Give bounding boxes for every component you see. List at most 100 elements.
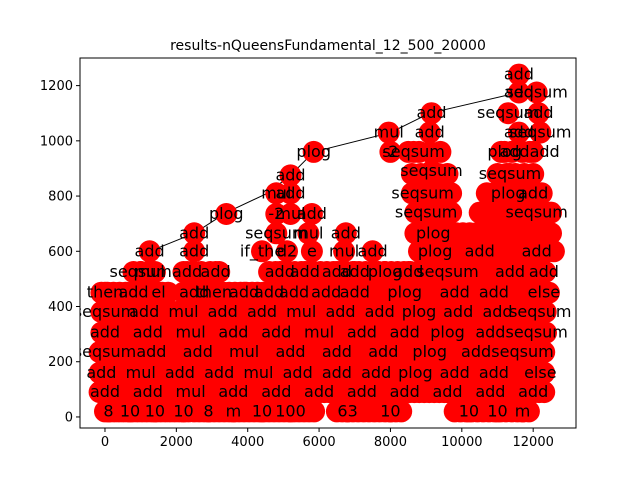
node-marker [436,381,459,404]
node-marker [122,281,145,304]
axes-frame [79,57,577,429]
node-label: seqsum [477,103,539,122]
node-marker [499,261,521,283]
node-marker [293,261,316,283]
node-marker [302,140,325,163]
node-label: add [136,342,166,361]
node-label: add [390,323,420,342]
tree-edge [149,92,537,252]
node-marker [336,400,359,423]
node-label: 100 [275,401,306,420]
node-label: add [504,65,534,84]
x-tick-label: 0 [101,435,109,450]
node-marker [215,203,238,225]
node-label: plog [398,363,433,382]
node-marker [279,164,302,187]
node-marker [429,140,452,163]
node-label: add [482,302,512,321]
node-marker [350,381,373,404]
node-marker [140,341,163,364]
node-label: add [347,323,377,342]
node-marker [258,281,281,304]
x-tick-label: 6000 [303,435,336,450]
node-marker [493,140,516,163]
node-marker [179,381,202,404]
node-marker [529,361,552,384]
node-label: mul [286,302,316,321]
node-marker [329,301,352,323]
node-label: add [475,323,505,342]
node-label: add [118,283,148,302]
node-marker [303,400,326,423]
node-marker [268,261,291,283]
y-tick-label: 800 [48,190,73,205]
node-label: mul [275,204,305,223]
node-marker [415,201,438,224]
node-label: add [475,382,505,401]
node-label: mul [176,323,206,342]
node-marker [202,281,225,304]
node-marker [247,361,270,384]
node-label: mul [329,241,359,260]
node-label: seqsum [509,123,571,142]
x-tick-label: 2000 [160,435,193,450]
node-marker [499,163,521,185]
node-marker [279,182,302,205]
y-tick-label: 400 [48,300,73,315]
node-marker [290,301,313,323]
node-marker [333,240,356,263]
node-marker [527,102,550,125]
node-marker [94,301,116,323]
node-marker [138,240,161,263]
node-marker [172,301,195,323]
node-label: plog [430,323,465,342]
node-marker [497,182,520,205]
node-label: then [87,283,123,302]
node-label: mul [126,363,156,382]
node-label: add [393,262,423,281]
node-marker [482,281,505,304]
node-label: mul [229,342,259,361]
x-tick-label: 10000 [441,435,482,450]
node-label: add [340,262,370,281]
x-tick-label: 4000 [231,435,264,450]
node-label: 8 [203,401,213,420]
node-marker [482,361,505,384]
node-marker [529,121,552,144]
node-label: add [504,83,534,102]
node-marker [325,261,348,283]
node-marker [522,381,545,404]
node-marker [532,281,555,304]
node-label: add [90,323,120,342]
node-marker [172,400,195,423]
node-marker [525,81,548,104]
node-label: add [208,302,238,321]
node-label: add [165,363,195,382]
node-marker [251,240,273,263]
node-marker [183,222,206,245]
node-marker [532,261,555,283]
node-marker [222,381,245,404]
node-marker [465,341,488,364]
node-marker [511,341,534,364]
node-label: add [261,382,291,401]
node-label: d2 [277,241,297,260]
node-marker [522,163,545,185]
node-label: seqsum [491,342,553,361]
node-marker [533,341,556,364]
node-marker [179,321,202,344]
node-marker [265,381,288,404]
node-label: add [204,363,234,382]
node-label: 8 [103,401,113,420]
node-marker [443,361,466,384]
node-label: add [311,283,341,302]
node-marker [176,261,199,283]
node-label: mul [374,123,404,142]
node-label: mul [135,262,165,281]
node-marker [183,281,206,304]
node-marker [168,361,191,384]
node-marker [308,321,331,344]
node-label: add [86,363,116,382]
node-label: add [129,302,159,321]
node-marker [279,203,302,225]
